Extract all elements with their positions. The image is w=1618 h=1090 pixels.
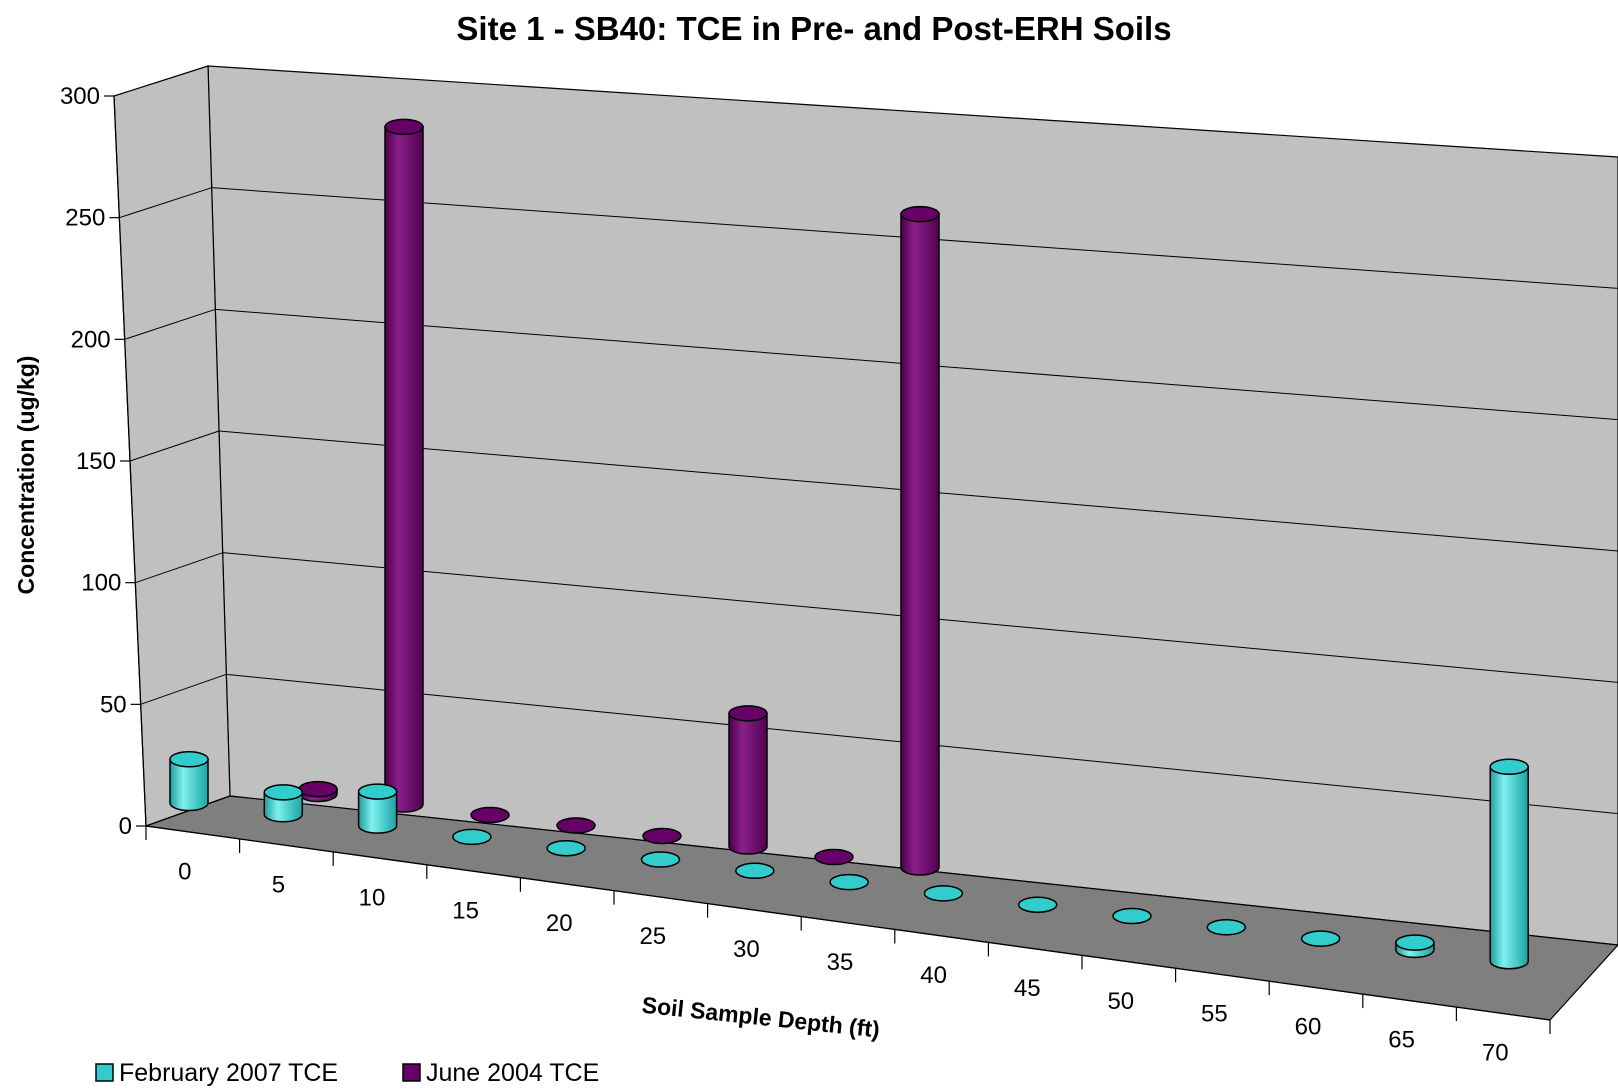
legend-swatch-purple	[402, 1063, 421, 1082]
bar-june-2004-10	[384, 118, 424, 813]
y-tick-label: 50	[100, 691, 127, 718]
x-axis: 0 5 10 15 20 25 30 35 40 45 50 55 60 65 70	[145, 825, 1551, 1067]
bar-top	[735, 862, 775, 880]
bar-top	[923, 885, 964, 902]
bar-top	[1489, 758, 1529, 776]
x-tick-label: 40	[920, 962, 947, 989]
bar-top	[298, 780, 338, 798]
bar-february-2007-0	[169, 751, 209, 812]
gridline-side	[140, 673, 227, 705]
legend: February 2007 TCE June 2004 TCE	[95, 1059, 599, 1087]
legend-label: June 2004 TCE	[426, 1059, 599, 1087]
bar-february-2007-55	[1206, 919, 1247, 936]
x-tick-label: 30	[733, 936, 760, 963]
bar-top	[384, 118, 424, 136]
x-tick-label: 60	[1295, 1014, 1322, 1041]
bar-june-2004-25	[642, 827, 682, 845]
x-tick-label: 65	[1388, 1027, 1415, 1054]
bar-june-2004-20	[556, 817, 596, 834]
bar-february-2007-40	[923, 885, 964, 902]
chart-title: Site 1 - SB40: TCE in Pre- and Post-ERH …	[456, 10, 1171, 47]
x-axis-line	[145, 825, 1551, 1021]
x-tick-label: 0	[178, 858, 191, 885]
gridline-side	[119, 187, 212, 219]
legend-item-february-2007: February 2007 TCE	[95, 1059, 338, 1087]
bar-top	[169, 751, 209, 768]
bar-february-2007-20	[546, 839, 586, 857]
bar-top	[263, 784, 304, 801]
x-tick-label: 50	[1107, 988, 1134, 1015]
gridline-side	[124, 308, 216, 340]
bar-top	[1300, 930, 1341, 947]
bar-body	[1489, 766, 1529, 970]
y-tick-label: 300	[60, 83, 100, 110]
y-axis-label: Concentration (ug/kg)	[13, 356, 39, 595]
gridline-side	[135, 552, 223, 584]
y-axis-line	[113, 95, 147, 827]
x-tick-label: 5	[272, 871, 285, 898]
bar-february-2007-25	[640, 851, 681, 868]
y-tick-label: 250	[65, 205, 105, 232]
x-tick-label: 10	[359, 884, 386, 911]
bar-june-2004-35	[814, 848, 854, 866]
bar-february-2007-50	[1112, 907, 1152, 925]
x-tick-label: 20	[546, 910, 573, 937]
y-tick-label: 0	[119, 813, 132, 840]
y-axis: 0 50 100 150 200 250 300	[60, 83, 147, 840]
bar-body	[900, 213, 940, 876]
bar-june-2004-15	[470, 806, 510, 824]
bar-body	[263, 791, 304, 823]
x-tick-label: 55	[1201, 1001, 1228, 1028]
bar-top	[546, 839, 586, 857]
y-tick-label: 200	[71, 326, 111, 353]
bar-june-2004-40	[900, 205, 940, 876]
bar-body	[169, 758, 209, 812]
bar-february-2007-65	[1395, 934, 1435, 959]
bar-february-2007-30	[735, 862, 775, 880]
bar-body	[728, 712, 768, 855]
bar-february-2007-45	[1017, 896, 1058, 913]
bar-june-2004-5	[298, 780, 338, 803]
bar-february-2007-35	[829, 873, 869, 891]
x-tick-label: 45	[1014, 975, 1041, 1002]
bar-top	[728, 705, 768, 722]
x-tick-label: 35	[827, 949, 854, 976]
x-tick-label: 15	[452, 897, 479, 924]
gridline-side	[129, 430, 220, 462]
bar-june-2004-30	[728, 705, 768, 855]
bar-top	[1017, 896, 1058, 913]
bar-top	[1395, 934, 1435, 951]
bar-top	[900, 205, 940, 223]
bar-february-2007-10	[357, 783, 398, 834]
bar-top	[357, 783, 398, 800]
bar-body	[357, 790, 398, 834]
x-tick-label: 70	[1482, 1040, 1509, 1067]
y-tick-label: 150	[76, 448, 116, 475]
bar-top	[470, 806, 510, 824]
bar-top	[814, 848, 854, 866]
x-tick-label: 25	[639, 923, 666, 950]
legend-label: February 2007 TCE	[119, 1059, 338, 1087]
bar-body	[384, 126, 424, 813]
bar-february-2007-70	[1489, 758, 1529, 970]
bar-top	[642, 827, 682, 845]
bar-top	[452, 828, 492, 846]
x-axis-label: Soil Sample Depth (ft)	[641, 992, 881, 1043]
legend-item-june-2004: June 2004 TCE	[402, 1059, 599, 1087]
bar-top	[829, 873, 869, 891]
y-tick-label: 100	[81, 570, 121, 597]
bar-top	[1112, 907, 1152, 925]
bar-top	[640, 851, 681, 868]
legend-swatch-teal	[95, 1063, 114, 1082]
bar-february-2007-15	[452, 828, 492, 846]
bar-top	[1206, 919, 1247, 936]
bar-february-2007-60	[1300, 930, 1341, 947]
bar-february-2007-5	[263, 784, 304, 823]
bar-top	[556, 817, 596, 834]
bars	[169, 118, 1529, 970]
